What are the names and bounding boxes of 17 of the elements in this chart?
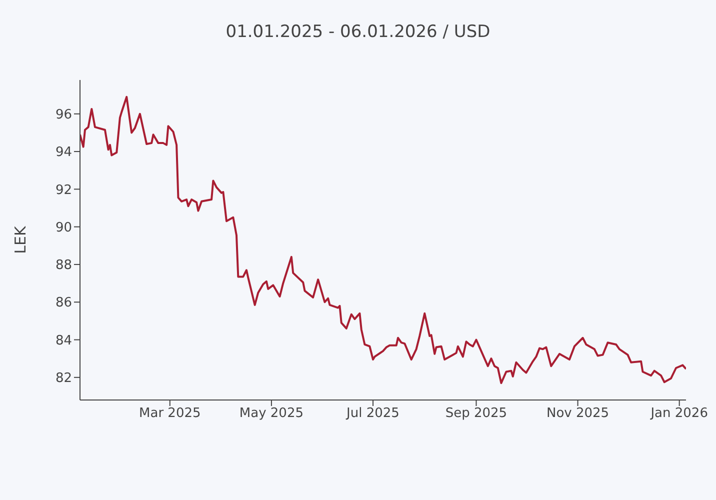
y-tick-label: 96 (55, 107, 72, 122)
y-tick-label: 84 (55, 333, 72, 348)
x-tick-label: Mar 2025 (139, 406, 201, 422)
y-tick-label: 90 (55, 220, 72, 236)
y-tick-label: 92 (55, 182, 72, 198)
x-tick-label: Jul 2025 (346, 406, 400, 422)
y-axis-title: LEK (11, 225, 30, 254)
y-tick-label: 94 (55, 145, 72, 160)
x-tick-label: May 2025 (239, 406, 304, 422)
y-tick-label: 88 (55, 258, 72, 274)
x-tick-label: Nov 2025 (546, 406, 610, 422)
line-series (80, 96, 686, 384)
x-tick-label: Jan 2026 (650, 406, 708, 422)
x-tick-label: Sep 2025 (445, 406, 508, 422)
y-tick-label: 86 (55, 296, 72, 311)
y-tick-label: 82 (55, 371, 72, 386)
chart-title: 01.01.2025 - 06.01.2026 / USD (224, 22, 492, 42)
